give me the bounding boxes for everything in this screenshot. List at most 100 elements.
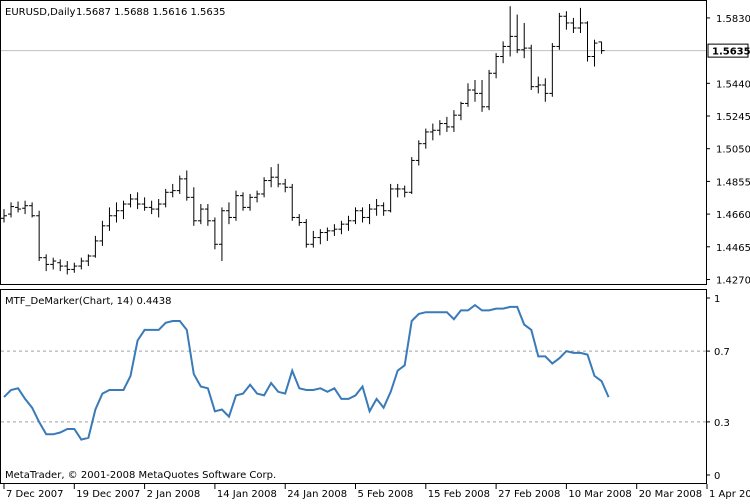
price-tick-label: 1.4465 (716, 243, 750, 254)
ohlc-bar (106, 207, 113, 231)
ohlc-bar (247, 193, 254, 211)
ohlc-bar (514, 14, 521, 54)
indicator-tick-label: 0.3 (714, 418, 730, 429)
ohlc-bar (254, 190, 261, 203)
price-tick-label: 1.5245 (716, 112, 750, 123)
time-tick-label: 5 Feb 2008 (358, 489, 414, 500)
indicator-tick-label: 1 (714, 294, 720, 305)
time-tick-label: 24 Jan 2008 (287, 489, 347, 500)
time-tick-label: 7 Dec 2007 (6, 489, 64, 500)
ohlc-bar (15, 201, 22, 213)
ohlc-bar (352, 207, 359, 225)
ohlc-bar (570, 17, 577, 34)
ohlc-bar (141, 197, 148, 211)
indicator-tick-label: 0 (714, 471, 720, 482)
ohlc-bar (8, 202, 15, 218)
ohlc-bar (521, 22, 528, 59)
ohlc-bar (457, 101, 464, 121)
ohlc-bar (486, 69, 493, 111)
ohlc-bar (113, 202, 120, 223)
ohlc-bar (359, 207, 366, 223)
ohlc-bars-group (1, 6, 605, 275)
price-tick-label: 1.4660 (716, 210, 750, 221)
ohlc-bar (479, 79, 486, 112)
demarker-line (3, 303, 610, 441)
ohlc-bar (225, 202, 232, 225)
ohlc-bar (422, 128, 429, 149)
ohlc-bar (1, 209, 7, 223)
ohlc-bar (528, 44, 535, 91)
indicator-frame (0, 289, 707, 484)
time-tick-label: 15 Feb 2008 (428, 489, 490, 500)
ohlc-bar (443, 116, 450, 132)
ohlc-bar (366, 204, 373, 225)
ohlc-bar (190, 187, 197, 226)
ohlc-bar (591, 39, 598, 67)
symbol-title: EURUSD,Daily (5, 7, 76, 18)
ohlc-bar (331, 224, 338, 236)
ohlc-bar (78, 257, 85, 270)
ohlc-bar (556, 12, 563, 50)
ohlc-bar (472, 79, 479, 102)
ohlc-bar (577, 7, 584, 34)
ohlc-bar (584, 21, 591, 62)
price-tick-label: 1.5830 (716, 14, 750, 25)
time-axis: 7 Dec 2007 19 Dec 2007 2 Jan 2008 14 Jan 20… (3, 484, 750, 500)
ohlc-bar (549, 43, 556, 97)
ohlc-bar (303, 219, 310, 248)
ohlc-bar (183, 170, 190, 201)
ohlc-bar (120, 200, 127, 220)
time-tick-label: 2 Jan 2008 (147, 489, 201, 500)
ohlc-readout: 1.5687 1.5688 1.5616 1.5635 (76, 7, 226, 18)
ohlc-bar (324, 227, 331, 241)
ohlc-bar (408, 157, 415, 194)
ohlc-bar (535, 76, 542, 94)
ohlc-bar (240, 192, 247, 211)
ohlc-bar (204, 204, 211, 226)
time-tick-label: 10 Mar 2008 (568, 489, 631, 500)
ohlc-bar (22, 200, 29, 215)
ohlc-bar (436, 120, 443, 136)
ohlc-bar (57, 259, 64, 272)
time-tick-label: 27 Feb 2008 (498, 489, 560, 500)
ohlc-bar (218, 207, 225, 262)
ohlc-bar (127, 193, 134, 208)
ohlc-bar (71, 262, 78, 273)
price-tick-label: 1.5050 (716, 145, 750, 156)
copyright-footer: MetaTrader, © 2001-2008 MetaQuotes Softw… (5, 470, 276, 481)
ohlc-bar (275, 163, 282, 188)
price-tick-label: 1.5440 (716, 79, 750, 90)
ohlc-bar (500, 41, 507, 64)
ohlc-bar (232, 190, 239, 221)
ohlc-bar (296, 214, 303, 226)
current-price-label: 1.5635 (712, 47, 750, 58)
ohlc-bar (415, 140, 422, 166)
ohlc-bar (394, 183, 401, 198)
ohlc-bar (387, 183, 394, 213)
current-price-tag: 1.5635 (707, 43, 750, 58)
ohlc-bar (261, 177, 268, 198)
ohlc-bar (542, 78, 549, 102)
ohlc-bar (450, 110, 457, 132)
ohlc-bar (429, 123, 436, 141)
main-chart-frame (0, 0, 707, 285)
ohlc-bar (197, 204, 204, 225)
ohlc-bar (338, 220, 345, 235)
ohlc-bar (345, 215, 352, 231)
ohlc-bar (310, 230, 317, 248)
time-tick-label: 19 Dec 2007 (76, 489, 140, 500)
price-tick-label: 1.4270 (716, 275, 750, 286)
time-tick-label: 14 Jan 2008 (217, 489, 277, 500)
ohlc-bar (99, 220, 106, 246)
ohlc-bar (29, 202, 36, 218)
ohlc-bar (162, 188, 169, 208)
ohlc-bar (317, 229, 324, 245)
ohlc-bar (563, 11, 570, 30)
ohlc-bar (50, 257, 57, 270)
indicator-tick-label: 0.7 (714, 347, 730, 358)
ohlc-bar (289, 183, 296, 221)
time-tick-label: 20 Mar 2008 (639, 489, 702, 500)
ohlc-bar (43, 254, 50, 272)
